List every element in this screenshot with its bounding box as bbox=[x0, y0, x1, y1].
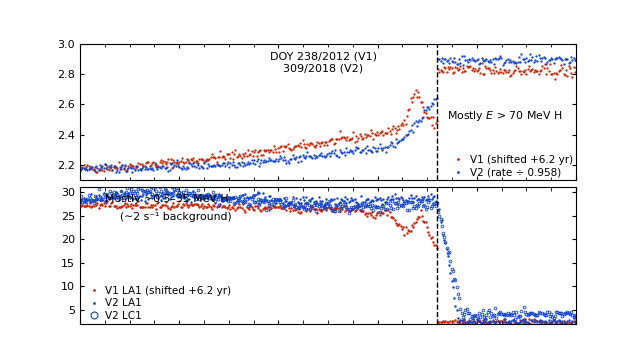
Text: Mostly $E$ > 70 MeV H: Mostly $E$ > 70 MeV H bbox=[447, 109, 562, 123]
Legend: V1 LA1 (shifted +6.2 yr), V2 LA1, V2 LC1: V1 LA1 (shifted +6.2 yr), V2 LA1, V2 LC1 bbox=[83, 286, 231, 321]
Text: (∼2 s⁻¹ background): (∼2 s⁻¹ background) bbox=[120, 212, 232, 222]
Text: Mostly ~0.5–35 MeV H: Mostly ~0.5–35 MeV H bbox=[105, 194, 228, 204]
Legend: V1 (shifted +6.2 yr), V2 (rate ÷ 0.958): V1 (shifted +6.2 yr), V2 (rate ÷ 0.958) bbox=[448, 155, 573, 177]
Text: DOY 238/2012 (V1)
309/2018 (V2): DOY 238/2012 (V1) 309/2018 (V2) bbox=[269, 52, 376, 74]
